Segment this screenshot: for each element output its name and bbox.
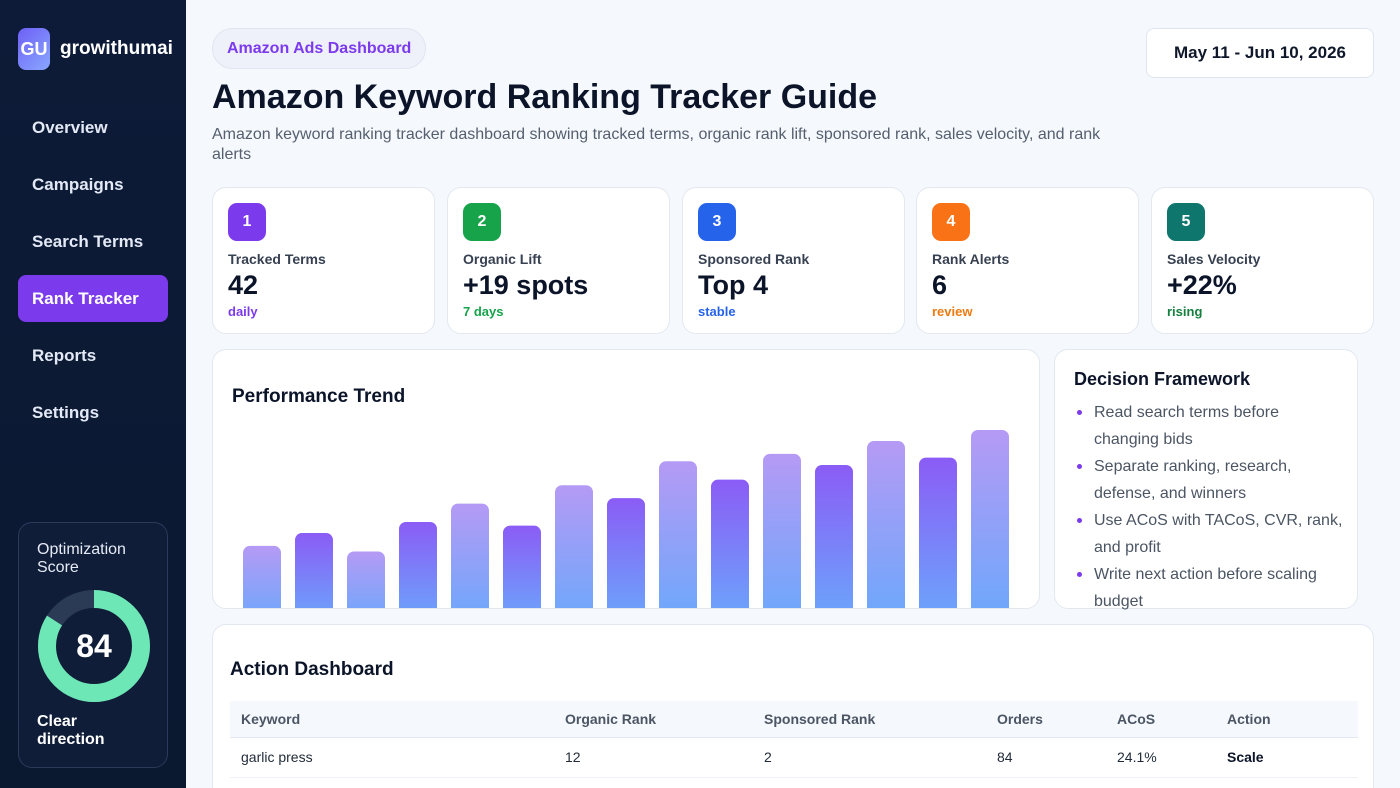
cell-keyword: garlic press xyxy=(230,737,554,778)
column-header-keyword[interactable]: Keyword xyxy=(230,701,554,738)
kpi-value: 42 xyxy=(228,270,259,300)
decision-framework-card: Decision Framework Read search terms bef… xyxy=(1054,349,1358,610)
cell-sponsored-rank: 2 xyxy=(753,737,986,778)
brand-logo: GU xyxy=(18,28,50,70)
sidebar-nav: Overview Campaigns Search Terms Rank Tracke… xyxy=(18,104,168,446)
kpi-value: 6 xyxy=(932,270,948,300)
table-body: garlic press 12 2 84 24.1% Scale xyxy=(230,737,1358,778)
cell-orders: 84 xyxy=(986,737,1106,778)
table-row[interactable]: garlic press 12 2 84 24.1% Scale xyxy=(230,737,1358,778)
kpi-trend: stable xyxy=(698,304,736,319)
cell-acos: 24.1% xyxy=(1106,737,1216,778)
chart-bar-8 xyxy=(607,498,645,608)
column-header-sponsored-rank[interactable]: Sponsored Rank xyxy=(753,701,986,738)
action-table: Keyword Organic Rank Sponsored Rank Orders A… xyxy=(230,701,1358,778)
kpi-label: Rank Alerts xyxy=(932,251,1010,267)
score-value: 84 xyxy=(76,627,112,664)
chart-bar-7 xyxy=(555,485,593,608)
kpi-number-badge: 2 xyxy=(463,203,501,241)
sidebar-item-settings[interactable]: Settings xyxy=(32,402,100,422)
sidebar-item-search-terms[interactable]: Search Terms xyxy=(32,231,144,251)
kpi-value: Top 4 xyxy=(698,270,768,300)
sidebar-item-reports[interactable]: Reports xyxy=(32,345,97,365)
optimization-score-card: Optimization Score 84 Clear direction xyxy=(18,522,168,768)
column-header-organic-rank[interactable]: Organic Rank xyxy=(554,701,753,738)
column-header-acos[interactable]: ACoS xyxy=(1106,701,1216,738)
chart-bar-14 xyxy=(919,457,957,608)
brand-name: growithumai xyxy=(60,38,173,59)
chart-bar-15 xyxy=(971,430,1009,608)
dashboard-badge: Amazon Ads Dashboard xyxy=(212,28,427,69)
date-range-picker[interactable]: May 11 - Jun 10, 2026 xyxy=(1146,28,1374,78)
chart-bar-6 xyxy=(503,525,541,608)
chart-bar-13 xyxy=(867,441,905,608)
framework-item: Read search terms before changing bids xyxy=(1074,399,1344,453)
chart-bar-10 xyxy=(711,479,749,608)
sidebar: GU growithumai Overview Campaigns Search T… xyxy=(0,0,186,788)
kpi-trend: review xyxy=(932,304,973,319)
chart-bar-11 xyxy=(763,453,801,608)
kpi-card-rank-alerts: 4 Rank Alerts 6 review xyxy=(916,187,1139,334)
score-ring-progress xyxy=(38,590,150,702)
framework-item: Use ACoS with TACoS, CVR, rank, and prof… xyxy=(1074,507,1344,561)
kpi-number-badge: 5 xyxy=(1167,203,1205,241)
score-note: Clear direction xyxy=(37,713,105,748)
kpi-value: +19 spots xyxy=(463,270,589,300)
kpi-trend: 7 days xyxy=(463,304,504,319)
kpi-label: Sponsored Rank xyxy=(698,251,810,267)
kpi-label: Sales Velocity xyxy=(1167,251,1261,267)
kpi-card-sponsored-rank: 3 Sponsored Rank Top 4 stable xyxy=(682,187,905,334)
sidebar-item-rank-tracker[interactable]: Rank Tracker xyxy=(18,275,168,322)
kpi-label: Tracked Terms xyxy=(228,251,326,267)
chart-title: Performance Trend xyxy=(232,386,406,407)
action-title: Action Dashboard xyxy=(230,659,394,680)
kpi-trend: daily xyxy=(228,304,258,319)
framework-list: Read search terms before changing bids Se… xyxy=(1074,399,1344,615)
chart-bar-2 xyxy=(295,533,333,608)
cell-organic-rank: 12 xyxy=(554,737,753,778)
kpi-value: +22% xyxy=(1167,270,1237,300)
framework-item: Write next action before scaling budget xyxy=(1074,561,1344,615)
kpi-trend: rising xyxy=(1167,304,1203,319)
brand[interactable]: GU growithumai xyxy=(18,28,173,70)
kpi-number-badge: 3 xyxy=(698,203,736,241)
kpi-number-badge: 1 xyxy=(228,203,266,241)
action-dashboard-card: Action Dashboard Keyword Organic Rank Spon… xyxy=(212,624,1374,788)
chart-bar-9 xyxy=(659,461,697,608)
sidebar-item-overview[interactable]: Overview xyxy=(32,117,108,137)
page-subtitle: Amazon keyword ranking tracker dashboard… xyxy=(212,126,1101,163)
kpi-card-sales-velocity: 5 Sales Velocity +22% rising xyxy=(1151,187,1374,334)
column-header-orders[interactable]: Orders xyxy=(986,701,1106,738)
chart-bar-12 xyxy=(815,464,853,608)
column-header-action[interactable]: Action xyxy=(1216,701,1358,738)
page-title: Amazon Keyword Ranking Tracker Guide xyxy=(212,78,878,116)
performance-chart xyxy=(243,430,1009,608)
kpi-label: Organic Lift xyxy=(463,251,542,267)
framework-title: Decision Framework xyxy=(1074,369,1251,389)
kpi-card-tracked-terms: 1 Tracked Terms 42 daily xyxy=(212,187,435,334)
chart-bar-1 xyxy=(243,545,281,608)
chart-bar-5 xyxy=(451,503,489,608)
performance-trend-card: Performance Trend xyxy=(212,349,1040,609)
kpi-number-badge: 4 xyxy=(932,203,970,241)
score-title: Optimization Score xyxy=(37,541,126,576)
framework-item: Separate ranking, research, defense, and… xyxy=(1074,453,1344,507)
chart-bar-3 xyxy=(347,551,385,608)
cell-action: Scale xyxy=(1216,737,1358,778)
chart-bar-4 xyxy=(399,522,437,608)
table-header-row: Keyword Organic Rank Sponsored Rank Orders A… xyxy=(230,701,1358,738)
sidebar-item-campaigns[interactable]: Campaigns xyxy=(32,174,124,194)
kpi-card-organic-lift: 2 Organic Lift +19 spots 7 days xyxy=(447,187,670,334)
score-ring xyxy=(38,590,150,702)
